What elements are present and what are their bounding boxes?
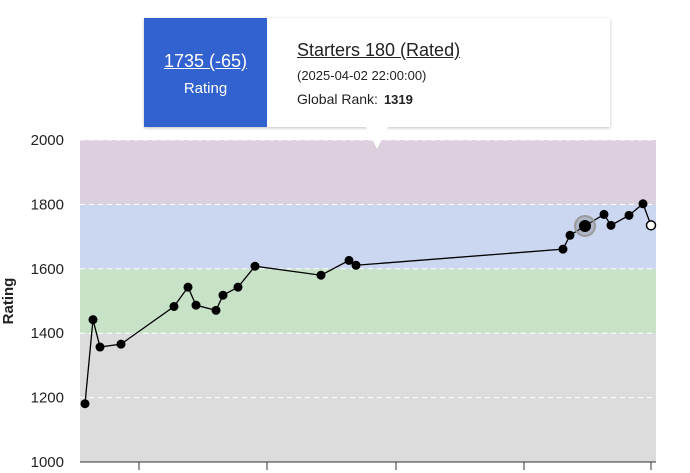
data-point-4 <box>169 301 179 311</box>
data-point-1 <box>88 315 98 325</box>
rating-band-1 <box>80 268 656 334</box>
y-tick-label-0: 1000 <box>31 454 64 471</box>
data-point-20 <box>638 199 648 209</box>
series-line-0 <box>84 202 652 404</box>
global-rank-row: Global Rank: 1319 <box>297 91 413 107</box>
data-point-16 <box>579 219 591 232</box>
data-point-13 <box>351 260 361 270</box>
rating-badge: 1735 (-65) Rating <box>144 18 267 127</box>
data-point-10 <box>250 261 260 271</box>
rating-value-link[interactable]: 1735 (-65) <box>163 51 248 71</box>
data-point-6 <box>191 300 201 310</box>
rating-tooltip: 1735 (-65) Rating Starters 180 (Rated) (… <box>144 18 610 127</box>
y-axis-title: Rating <box>0 278 17 325</box>
contest-name-link[interactable]: Starters 180 (Rated) <box>297 40 461 60</box>
y-tick-label-1: 1200 <box>31 390 64 407</box>
data-point-18 <box>606 220 616 230</box>
data-point-3 <box>116 339 126 349</box>
data-point-14 <box>558 244 568 254</box>
data-point-11 <box>316 270 326 280</box>
data-point-8 <box>218 290 228 300</box>
data-point-5 <box>183 282 193 292</box>
data-point-9 <box>233 282 243 292</box>
data-point-21 <box>645 220 657 231</box>
data-point-19 <box>624 210 634 220</box>
data-point-17 <box>599 209 609 219</box>
tooltip-pointer <box>366 127 388 149</box>
y-tick-label-3: 1600 <box>31 261 64 278</box>
y-tick-label-4: 1800 <box>31 196 64 213</box>
y-tick-label-5: 2000 <box>31 132 64 149</box>
rating-label: Rating <box>183 80 228 97</box>
y-tick-label-2: 1400 <box>31 325 64 342</box>
data-point-2 <box>95 342 105 352</box>
rating-band-3 <box>80 140 656 205</box>
global-rank-label: Global Rank: <box>297 91 378 107</box>
global-rank-value: 1319 <box>383 92 413 107</box>
data-point-0 <box>80 399 90 409</box>
rating-band-2 <box>80 204 656 269</box>
contest-date: (2025-04-02 22:00:00) <box>297 68 427 83</box>
data-point-15 <box>565 230 575 240</box>
data-point-7 <box>211 305 221 315</box>
data-point-12 <box>344 255 354 265</box>
